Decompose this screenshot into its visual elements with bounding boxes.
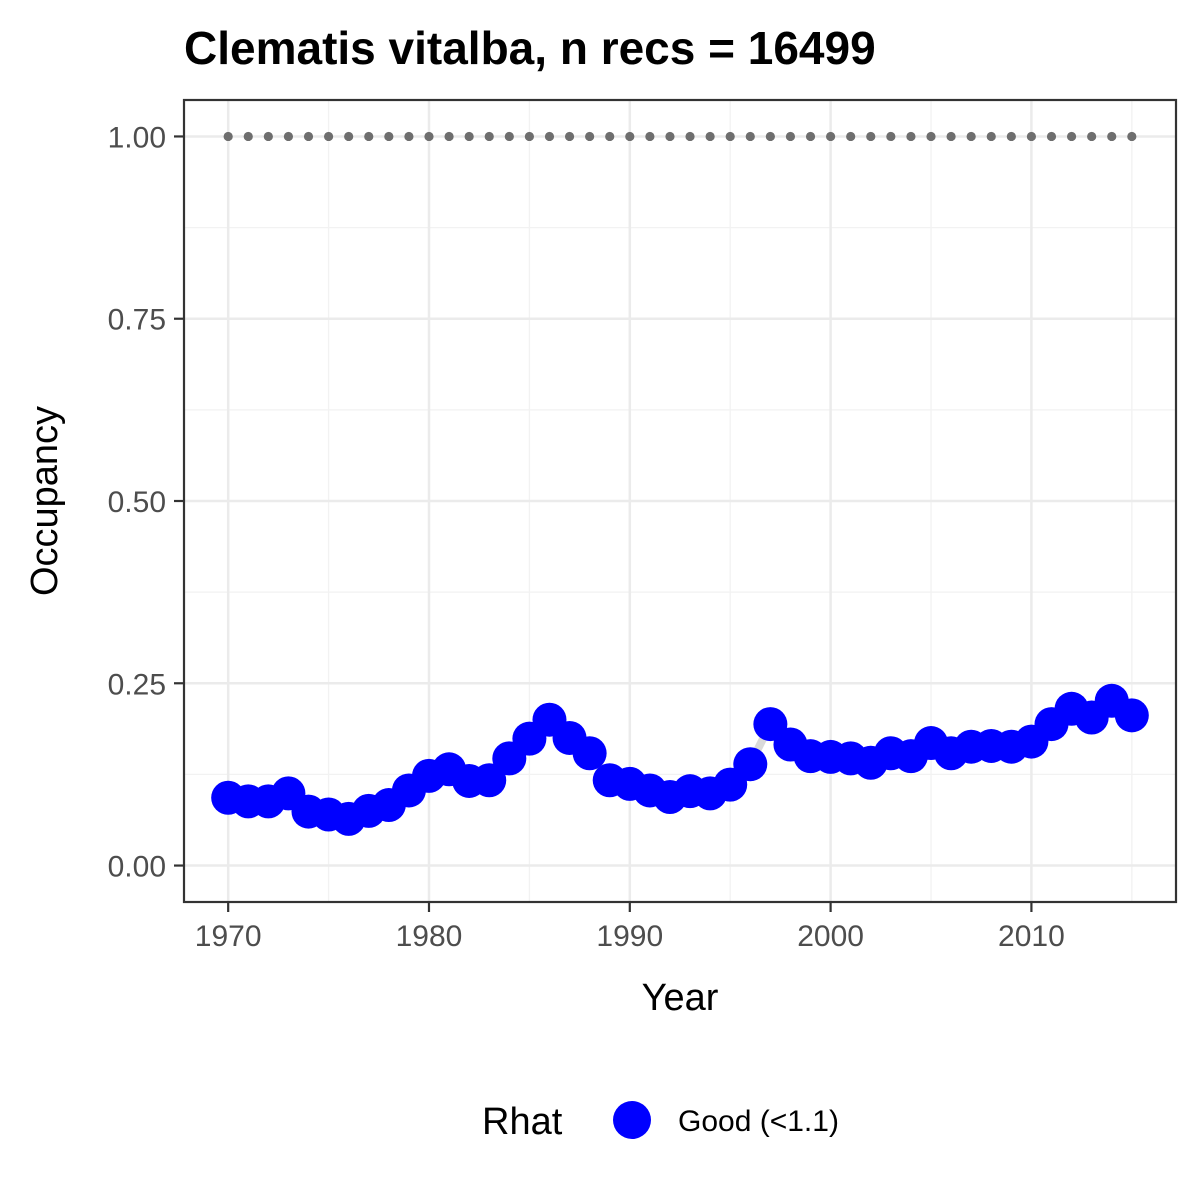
- x-tick-label: 2010: [998, 920, 1065, 953]
- x-tick-label: 1990: [596, 920, 663, 953]
- chart-title: Clematis vitalba, n recs = 16499: [184, 22, 876, 74]
- reference-point: [283, 131, 294, 142]
- reference-point: [564, 131, 575, 142]
- reference-point: [785, 131, 796, 142]
- reference-point: [444, 131, 454, 142]
- x-axis-title: Year: [642, 977, 719, 1019]
- reference-point: [585, 131, 595, 142]
- reference-point: [926, 131, 936, 142]
- reference-point: [886, 131, 896, 142]
- reference-point: [946, 131, 956, 142]
- reference-point: [846, 131, 856, 142]
- reference-point: [1087, 131, 1097, 142]
- data-point-good: [1114, 698, 1149, 733]
- reference-point: [665, 131, 675, 142]
- reference-point: [364, 131, 374, 142]
- reference-point: [303, 131, 314, 142]
- reference-point: [866, 131, 876, 142]
- reference-point: [906, 131, 916, 142]
- legend: Rhat Good (<1.1): [482, 1101, 839, 1143]
- y-tick-label: 1.00: [108, 121, 166, 154]
- series-layer: [211, 131, 1149, 836]
- reference-point: [323, 131, 334, 142]
- reference-point: [504, 131, 514, 142]
- y-tick-label: 0.50: [108, 486, 166, 519]
- x-tick-label: 1980: [396, 920, 463, 953]
- y-tick-label: 0.75: [108, 304, 166, 337]
- plot-panel: [182, 98, 1178, 904]
- reference-point: [223, 131, 233, 142]
- reference-point: [344, 131, 354, 142]
- data-point-good: [733, 747, 768, 782]
- data-point-good: [472, 763, 507, 798]
- legend-label-good: Good (<1.1): [678, 1105, 839, 1138]
- reference-point: [765, 131, 775, 142]
- data-point-good: [572, 736, 607, 771]
- reference-point: [966, 131, 976, 142]
- reference-point: [826, 131, 836, 142]
- reference-point: [805, 131, 816, 142]
- reference-point: [986, 131, 996, 142]
- reference-point: [705, 131, 715, 142]
- reference-point: [605, 131, 615, 142]
- reference-point: [544, 131, 555, 142]
- y-axis: 0.00 0.25 0.50 0.75 1.00: [108, 121, 184, 884]
- y-tick-label: 0.25: [108, 668, 166, 701]
- x-tick-label: 2000: [797, 920, 864, 953]
- reference-point: [725, 131, 735, 142]
- y-axis-title: Occupancy: [24, 406, 66, 596]
- reference-point: [484, 131, 494, 142]
- y-tick-label: 0.00: [108, 851, 166, 884]
- reference-point: [1026, 131, 1037, 142]
- reference-point: [1046, 131, 1057, 142]
- reference-point: [685, 131, 695, 142]
- reference-point: [1127, 131, 1137, 142]
- x-axis: 1970 1980 1990 2000 2010: [195, 902, 1065, 953]
- reference-point: [404, 131, 414, 142]
- reference-point: [1066, 131, 1077, 142]
- reference-point: [1006, 131, 1016, 142]
- reference-point: [384, 131, 394, 142]
- reference-point: [625, 131, 635, 142]
- x-tick-label: 1970: [195, 920, 262, 953]
- reference-point: [745, 131, 755, 142]
- reference-point: [1107, 131, 1117, 142]
- reference-point: [424, 131, 434, 142]
- legend-title: Rhat: [482, 1101, 563, 1143]
- reference-point: [464, 131, 474, 142]
- reference-point: [645, 131, 655, 142]
- legend-key-good: [613, 1101, 651, 1139]
- reference-point: [524, 131, 534, 142]
- reference-point: [263, 131, 273, 142]
- reference-point: [243, 131, 253, 142]
